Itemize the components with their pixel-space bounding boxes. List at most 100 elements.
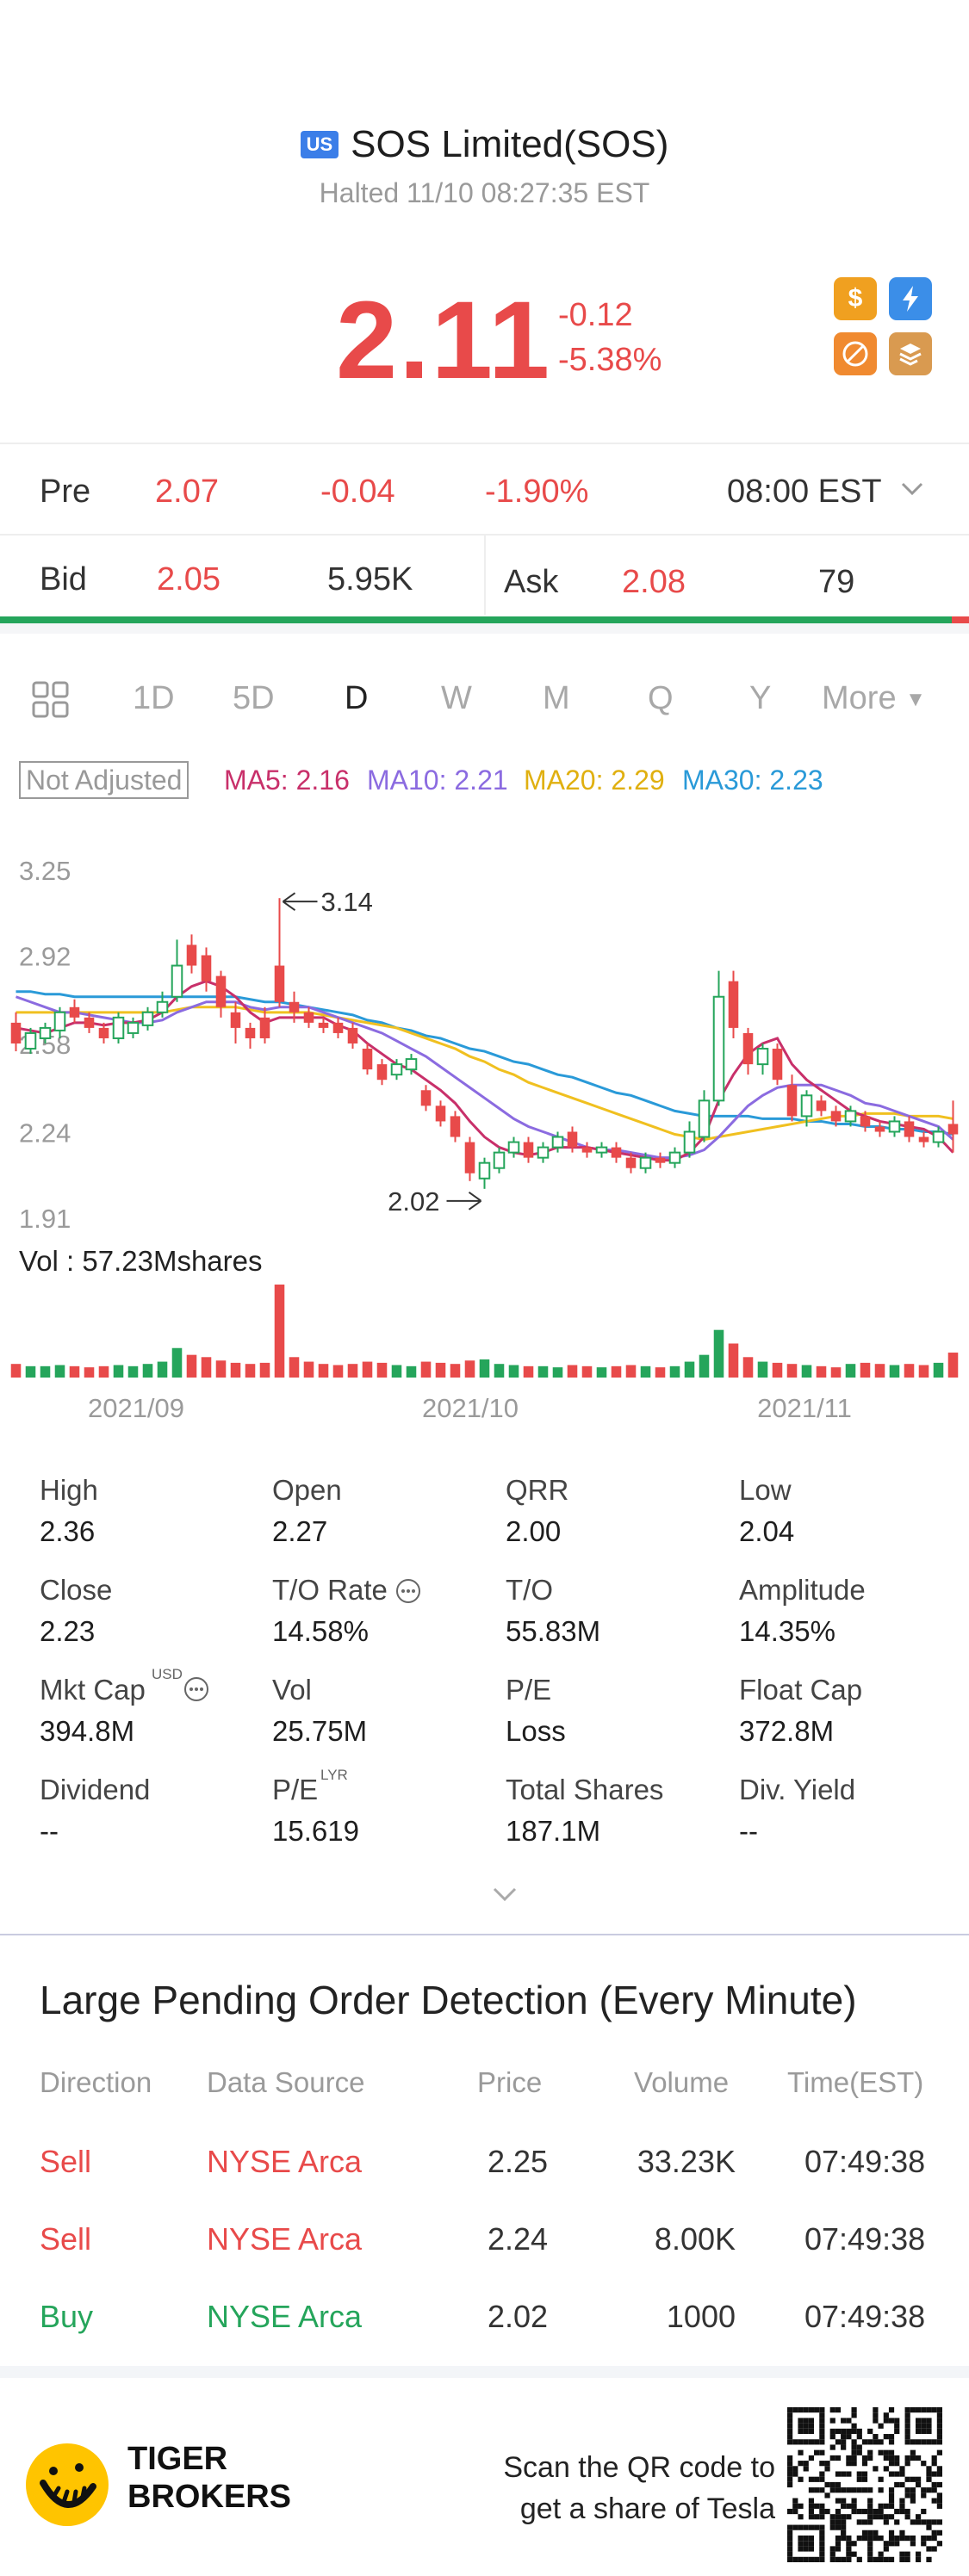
qr-module	[888, 2498, 895, 2504]
stat-label: Low	[739, 1474, 792, 1506]
order-time: 07:49:38	[804, 2221, 926, 2257]
order-source: NYSE Arca	[207, 2299, 363, 2334]
volume-bar	[171, 1347, 183, 1378]
qr-module	[808, 2503, 815, 2509]
qr-module	[894, 2428, 900, 2435]
qr-module	[814, 2476, 820, 2482]
qr-module	[883, 2455, 889, 2461]
volume-bar	[625, 1365, 637, 1378]
candlestick-chart[interactable]: 3.252.922.582.241.91 3.142.02 2021/09 202…	[0, 844, 969, 1429]
qr-module	[915, 2476, 922, 2482]
qr-module	[798, 2535, 804, 2542]
qr-module	[792, 2508, 798, 2515]
order-volume: 33.23K	[637, 2144, 736, 2179]
candle-body	[303, 1012, 314, 1023]
qr-module	[819, 2503, 825, 2509]
qr-module	[803, 2407, 809, 2413]
tab-more[interactable]: More ▼	[822, 680, 926, 717]
stack-a-icon[interactable]	[889, 332, 932, 375]
qr-module	[867, 2498, 873, 2504]
adjust-toggle[interactable]: Not Adjusted	[19, 761, 189, 799]
expand-chevron-icon[interactable]	[488, 1882, 522, 1906]
tab-week[interactable]: W	[441, 680, 472, 716]
candle-body	[274, 965, 285, 1002]
qr-module	[841, 2471, 847, 2477]
qr-module	[835, 2498, 842, 2504]
stat-value: 2.36	[40, 1515, 96, 1547]
more-info-icon[interactable]	[183, 1675, 210, 1703]
candle-body	[947, 1124, 959, 1135]
qr-module	[808, 2541, 815, 2547]
qr-module	[894, 2455, 900, 2461]
tiger-logo-icon	[26, 2443, 109, 2526]
stat-cell: High 2.36	[40, 1474, 98, 1548]
volume-bar	[508, 1365, 519, 1378]
qr-module	[851, 2439, 857, 2445]
qr-module	[915, 2519, 922, 2525]
qr-module	[841, 2428, 847, 2435]
qr-module	[814, 2556, 820, 2562]
stat-value: 2.23	[40, 1615, 96, 1647]
volume-bar	[186, 1354, 197, 1378]
qr-module	[888, 2514, 895, 2520]
qr-module	[926, 2428, 932, 2435]
qr-module	[829, 2519, 835, 2525]
chevron-down-icon[interactable]	[899, 479, 925, 499]
volume-bar	[581, 1365, 593, 1378]
qr-module	[931, 2519, 937, 2525]
no-short-icon[interactable]	[834, 332, 877, 375]
candle-body	[932, 1130, 945, 1143]
premarket-time[interactable]: 08:00 EST	[727, 474, 882, 510]
qr-module	[851, 2444, 857, 2450]
qr-module	[904, 2412, 910, 2418]
tab-day[interactable]: D	[345, 680, 369, 716]
section-gap	[0, 623, 969, 634]
stat-label: Close	[40, 1574, 113, 1606]
qr-module	[803, 2461, 809, 2467]
qr-module	[841, 2556, 847, 2562]
tab-year[interactable]: Y	[749, 680, 772, 716]
tab-5d[interactable]: 5D	[233, 680, 275, 716]
candle-body	[567, 1131, 578, 1148]
tab-1d[interactable]: 1D	[133, 680, 175, 716]
qr-module	[904, 2492, 910, 2499]
qr-module	[814, 2514, 820, 2520]
volume-bar	[84, 1367, 95, 1378]
divider	[0, 534, 969, 536]
tab-quarter[interactable]: Q	[648, 680, 674, 716]
volume-bar	[391, 1365, 402, 1378]
qr-code-image[interactable]	[787, 2407, 942, 2562]
qr-module	[819, 2434, 825, 2440]
volume-bar	[201, 1357, 212, 1378]
qr-module	[936, 2449, 942, 2455]
qr-module	[846, 2487, 852, 2493]
y-tick-label: 1.91	[19, 1204, 71, 1234]
bid-size: 5.95K	[327, 561, 413, 598]
volume-bar	[435, 1362, 446, 1378]
qr-module	[792, 2498, 798, 2504]
qr-module	[829, 2524, 835, 2530]
qr-module	[926, 2524, 932, 2530]
qr-module	[915, 2428, 922, 2435]
stat-value: 14.58%	[272, 1615, 369, 1647]
qr-module	[819, 2551, 825, 2557]
qr-module	[936, 2492, 942, 2499]
qr-module	[819, 2439, 825, 2445]
candle-body	[595, 1146, 608, 1154]
dollar-icon[interactable]: $	[834, 277, 877, 320]
grid-layout-icon[interactable]	[31, 680, 71, 720]
qr-module	[904, 2418, 910, 2424]
col-time: Time(EST)	[787, 2066, 924, 2098]
qr-module	[803, 2466, 809, 2472]
qr-module	[915, 2556, 922, 2562]
qr-module	[878, 2556, 884, 2562]
lightning-icon[interactable]	[889, 277, 932, 320]
tab-month[interactable]: M	[543, 680, 570, 716]
volume-bar	[464, 1360, 475, 1378]
volume-bar	[25, 1365, 36, 1378]
more-info-icon[interactable]	[394, 1577, 422, 1605]
qr-module	[792, 2466, 798, 2472]
qr-module	[829, 2556, 835, 2562]
stat-label: Float Cap	[739, 1674, 863, 1706]
stat-value: 2.27	[272, 1515, 328, 1547]
